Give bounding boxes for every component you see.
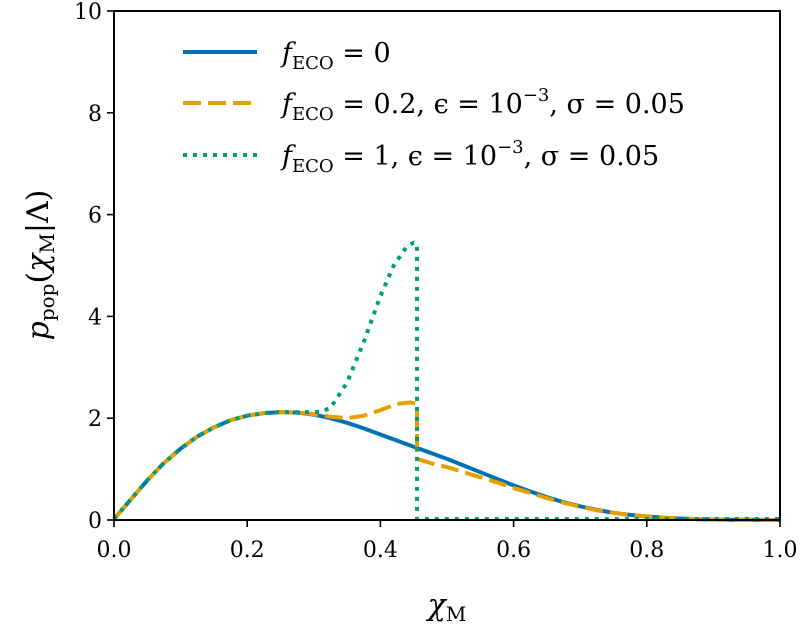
series-line-2 xyxy=(112,240,780,521)
svg-text:ppop(χM|Λ): ppop(χM|Λ) xyxy=(21,190,59,341)
x-tick-label: 0.0 xyxy=(97,538,132,563)
y-tick-label: 10 xyxy=(74,0,102,25)
x-axis-ticks: 0.0 0.2 0.4 0.6 0.8 1.0 xyxy=(97,520,798,563)
x-tick-label: 0.2 xyxy=(230,538,265,563)
series-line-1 xyxy=(112,400,781,522)
plot-lines xyxy=(112,240,781,522)
x-tick-label: 0.4 xyxy=(363,538,398,563)
legend-label-0: fECO = 0 xyxy=(280,38,391,74)
legend-label-1: fECO = 0.2, ϵ = 10−3, σ = 0.05 xyxy=(280,85,685,125)
legend-label-2: fECO = 1, ϵ = 10−3, σ = 0.05 xyxy=(280,137,659,177)
y-tick-label: 6 xyxy=(88,204,102,229)
y-tick-label: 4 xyxy=(88,305,102,330)
x-tick-label: 0.8 xyxy=(629,538,664,563)
y-axis-label: ppop(χM|Λ) xyxy=(21,190,59,341)
x-tick-label: 1.0 xyxy=(763,538,798,563)
y-axis-ticks: 0 2 4 6 8 10 xyxy=(74,0,114,534)
plot-frame xyxy=(113,10,781,521)
y-tick-label: 2 xyxy=(88,407,102,432)
y-tick-label: 0 xyxy=(88,509,102,534)
legend: fECO = 0 fECO = 0.2, ϵ = 10−3, σ = 0.05 fE… xyxy=(183,38,685,177)
x-tick-label: 0.6 xyxy=(496,538,531,563)
x-axis-label: χM xyxy=(426,588,467,625)
y-tick-label: 8 xyxy=(88,102,102,127)
